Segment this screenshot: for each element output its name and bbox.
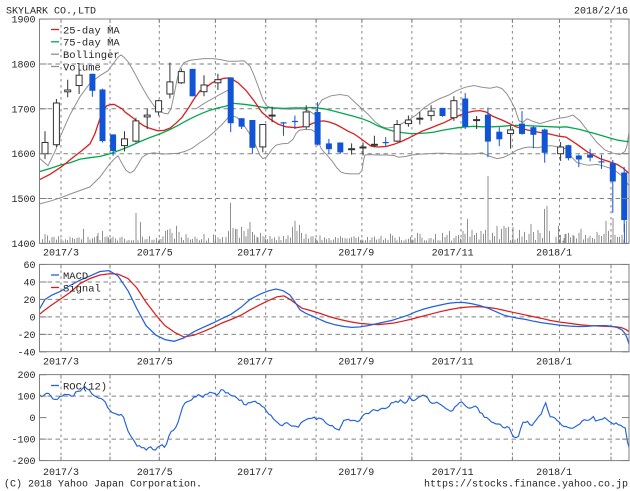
svg-text:-20: -20 (17, 331, 35, 342)
svg-text:SKYLARK CO.,LTD: SKYLARK CO.,LTD (6, 7, 96, 18)
svg-text:0: 0 (29, 313, 35, 324)
svg-text:0: 0 (29, 414, 35, 425)
svg-text:40: 40 (23, 279, 35, 290)
svg-text:2017/7: 2017/7 (237, 357, 273, 369)
svg-text:2017/5: 2017/5 (137, 248, 173, 260)
svg-text:1600: 1600 (11, 150, 35, 161)
svg-text:Volume: Volume (63, 62, 101, 74)
svg-text:2018/1: 2018/1 (536, 248, 572, 260)
svg-text:1700: 1700 (11, 105, 35, 116)
svg-text:25-day MA: 25-day MA (63, 25, 120, 37)
svg-text:(C) 2018 Yahoo Japan Corporati: (C) 2018 Yahoo Japan Corporation. (4, 479, 202, 491)
svg-text:-200: -200 (11, 457, 35, 468)
svg-text:https://stocks.finance.yahoo.c: https://stocks.finance.yahoo.co.jp (424, 479, 628, 491)
svg-text:-100: -100 (11, 436, 35, 447)
svg-text:2017/9: 2017/9 (338, 467, 374, 479)
svg-text:2017/11: 2017/11 (432, 357, 474, 369)
svg-text:1400: 1400 (11, 240, 35, 251)
svg-text:MACD: MACD (63, 271, 88, 283)
svg-text:2017/7: 2017/7 (237, 467, 273, 479)
svg-text:2017/3: 2017/3 (43, 467, 79, 479)
svg-text:ROC(12): ROC(12) (63, 381, 107, 393)
svg-text:2018/1: 2018/1 (536, 467, 572, 479)
svg-text:2017/5: 2017/5 (137, 467, 173, 479)
svg-text:2017/9: 2017/9 (338, 248, 374, 260)
svg-text:Signal: Signal (63, 283, 101, 295)
svg-text:1500: 1500 (11, 195, 35, 206)
svg-text:20: 20 (23, 296, 35, 307)
svg-text:1800: 1800 (11, 61, 35, 72)
svg-text:2017/9: 2017/9 (338, 357, 374, 369)
svg-text:2017/5: 2017/5 (137, 357, 173, 369)
svg-text:2017/7: 2017/7 (237, 248, 273, 260)
svg-text:1900: 1900 (11, 16, 35, 27)
svg-text:2018/2/16: 2018/2/16 (574, 6, 628, 18)
svg-text:100: 100 (17, 393, 35, 404)
svg-text:200: 200 (17, 371, 35, 382)
svg-text:60: 60 (23, 261, 35, 272)
svg-text:-40: -40 (17, 348, 35, 359)
svg-text:2017/11: 2017/11 (432, 467, 474, 479)
svg-text:2017/3: 2017/3 (43, 248, 79, 260)
svg-text:Bollinger: Bollinger (63, 50, 120, 62)
svg-text:2018/1: 2018/1 (536, 357, 572, 369)
svg-text:2017/11: 2017/11 (432, 248, 474, 260)
svg-text:2017/3: 2017/3 (43, 357, 79, 369)
svg-text:75-day MA: 75-day MA (63, 38, 120, 50)
